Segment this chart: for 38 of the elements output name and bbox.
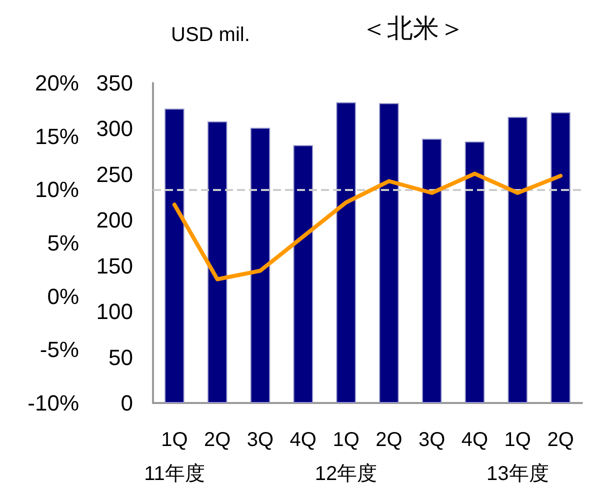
- bar: [422, 138, 442, 403]
- bar: [336, 102, 356, 403]
- y2-tick-label: 5%: [47, 230, 79, 256]
- x-tick-label: 2Q: [547, 429, 574, 451]
- y-tick-label: 200: [96, 208, 133, 233]
- y-tick-label: 50: [108, 344, 133, 370]
- y2-tick-label: -10%: [28, 390, 79, 416]
- y2-tick-label: -5%: [40, 337, 79, 362]
- y-tick-label: 100: [96, 299, 133, 324]
- bar: [464, 142, 485, 403]
- bar: [508, 116, 528, 403]
- x-tick-label: 1Q 12年度: [314, 429, 378, 485]
- bar: [379, 103, 399, 403]
- y-tick-label: 350: [96, 70, 133, 96]
- line-series: [172, 172, 563, 282]
- chart-title: ＜北米＞: [361, 13, 465, 43]
- x-tick-label: 3Q: [418, 429, 446, 451]
- y-tick-label: 300: [96, 116, 133, 142]
- x-tick-label: 3Q: [246, 429, 274, 451]
- bar: [550, 112, 570, 403]
- x-tick-label: 4Q: [461, 429, 488, 451]
- x-tick-label: 2Q: [204, 429, 231, 451]
- x-tick-label: 1Q 13年度: [486, 429, 549, 485]
- bar: [164, 108, 184, 403]
- y2-tick-label: 20%: [34, 70, 79, 96]
- bar: [293, 145, 314, 403]
- bar: [250, 128, 270, 403]
- y-axis-title: USD mil.: [171, 24, 250, 46]
- y-tick-label: 250: [96, 162, 133, 187]
- x-tick-label: 4Q: [290, 429, 316, 451]
- bar: [207, 121, 228, 403]
- y2-tick-label: 10%: [34, 177, 79, 202]
- x-tick-label: 2Q: [376, 429, 402, 451]
- x-tick-label: 1Q 11年度: [144, 429, 205, 485]
- y-tick-label: 0: [120, 390, 133, 416]
- y2-tick-label: 15%: [34, 124, 79, 149]
- y2-tick-label: 0%: [47, 284, 79, 309]
- y-tick-label: 150: [96, 253, 133, 278]
